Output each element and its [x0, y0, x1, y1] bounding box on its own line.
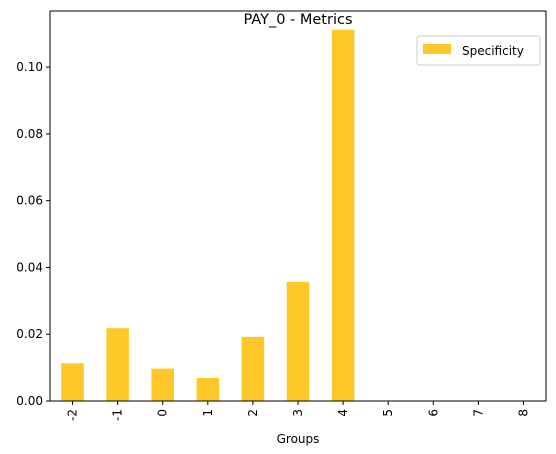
x-tick-label: 3	[291, 409, 305, 417]
x-tick-label: 0	[156, 409, 170, 417]
bar--1	[106, 328, 129, 401]
x-axis-label: Groups	[277, 432, 320, 446]
plot-frame	[49, 10, 547, 402]
x-tick-label: 5	[381, 409, 395, 417]
bar-2	[241, 336, 265, 401]
bar--2	[61, 363, 84, 401]
x-axis: -2 -1 0 1 2 3 4 5 6 7 8	[66, 401, 530, 421]
y-axis: 0.00 0.02 0.04 0.06 0.08 0.10	[16, 60, 50, 408]
y-tick-label: 0.02	[16, 327, 43, 341]
x-tick-label: 8	[516, 409, 530, 417]
y-tick-label: 0.04	[16, 260, 43, 274]
bar-3	[286, 281, 310, 401]
x-tick-label: -1	[111, 409, 125, 421]
x-tick-label: -2	[66, 409, 80, 421]
y-tick-label: 0.10	[16, 60, 43, 74]
legend-box	[416, 35, 541, 66]
legend-swatch	[423, 44, 451, 54]
x-tick-label: 6	[426, 409, 440, 417]
bar-0	[151, 368, 174, 401]
y-tick-label: 0.00	[16, 394, 43, 408]
bars	[61, 29, 355, 401]
y-tick-label: 0.08	[16, 127, 43, 141]
x-tick-label: 4	[336, 409, 350, 417]
bar-1	[196, 377, 220, 401]
x-tick-label: 7	[471, 409, 485, 417]
y-tick-label: 0.06	[16, 194, 43, 208]
x-tick-label: 2	[246, 409, 260, 417]
bar-4	[331, 29, 355, 401]
chart-title: PAY_0 - Metrics	[243, 12, 352, 28]
x-tick-label: 1	[201, 409, 215, 417]
legend: Specificity	[416, 35, 541, 66]
legend-label-specificity: Specificity	[462, 44, 524, 58]
